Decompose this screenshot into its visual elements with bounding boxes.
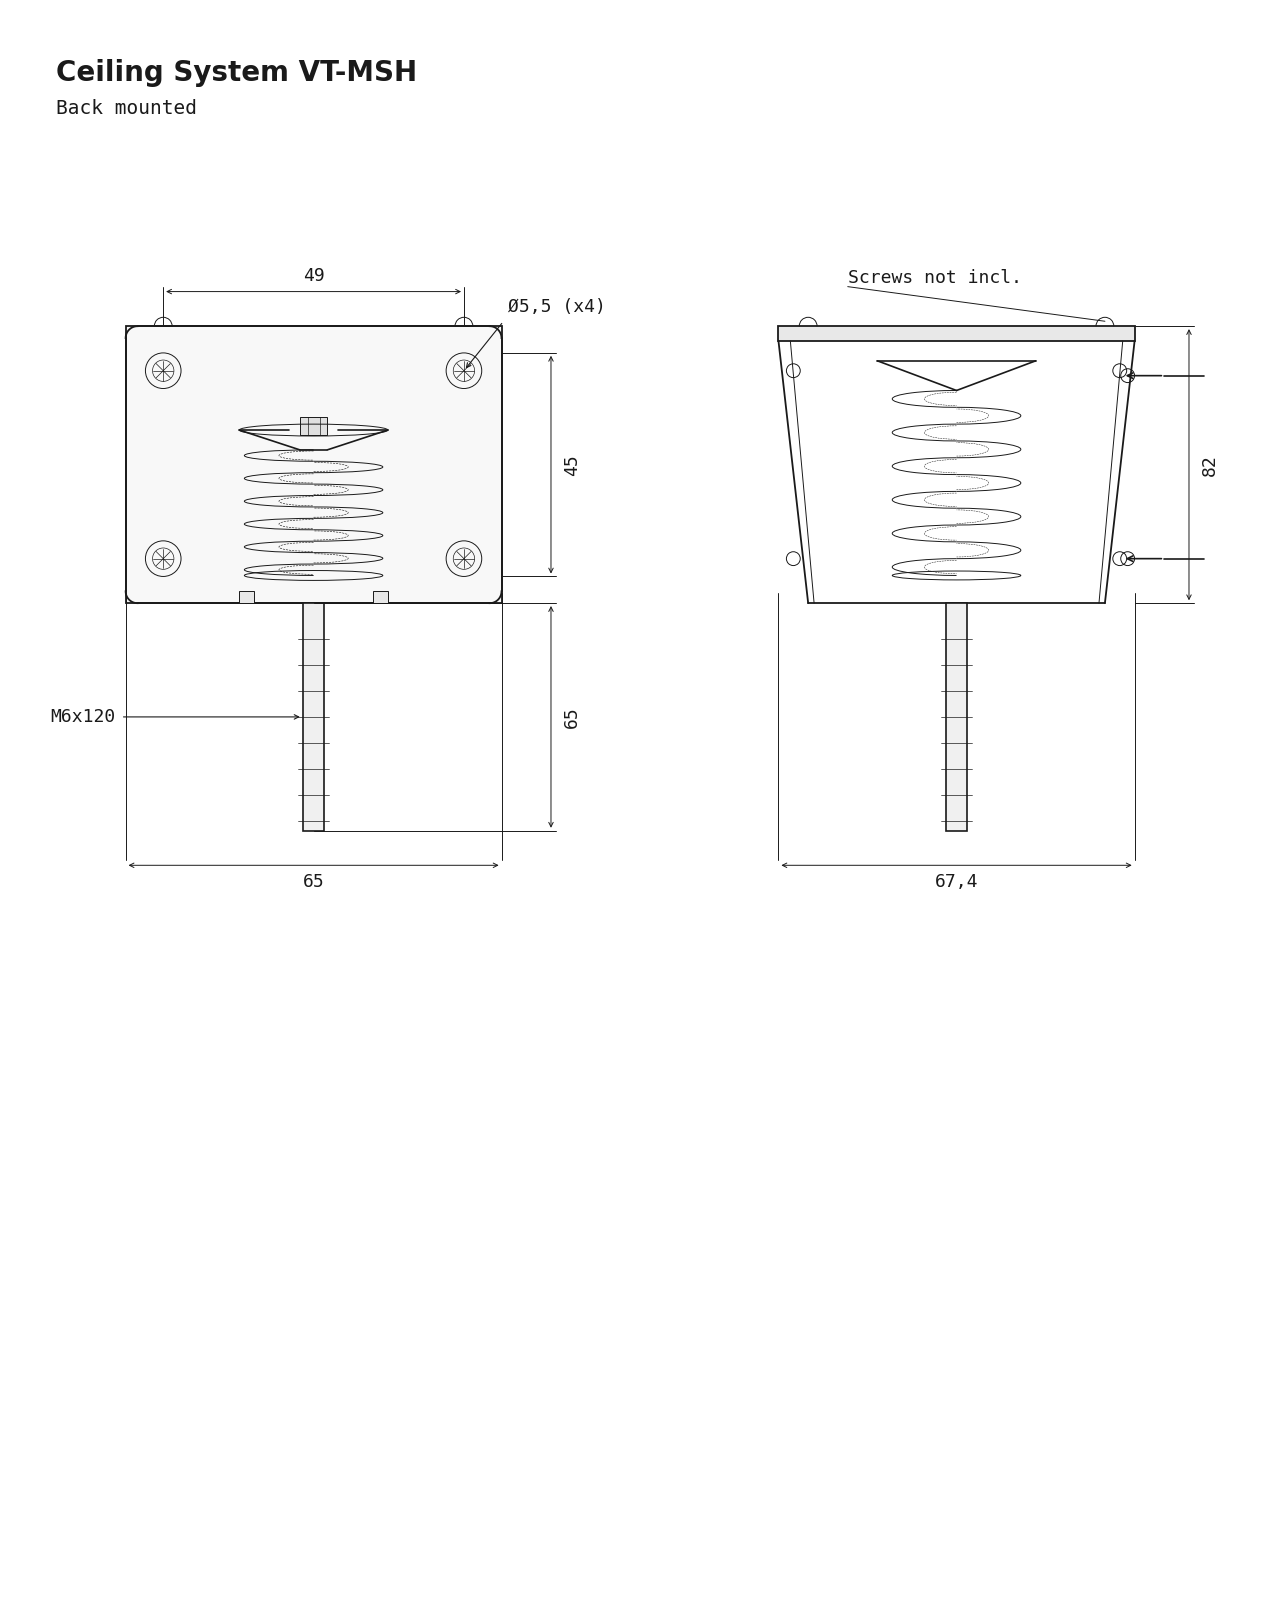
Text: 49: 49: [302, 267, 324, 285]
Bar: [302, 604, 324, 831]
Text: Screws not incl.: Screws not incl.: [848, 269, 1022, 287]
Bar: [240, 591, 254, 604]
Bar: [373, 591, 388, 604]
Text: Ø5,5 (x4): Ø5,5 (x4): [509, 298, 606, 317]
Bar: [945, 604, 967, 831]
Text: Ceiling System VT-MSH: Ceiling System VT-MSH: [56, 59, 418, 86]
Bar: [779, 327, 1135, 341]
Bar: [126, 327, 502, 604]
Text: 67,4: 67,4: [935, 873, 979, 892]
Bar: [300, 418, 328, 435]
Text: 82: 82: [1200, 453, 1218, 475]
Text: 65: 65: [302, 873, 324, 892]
Text: M6x120: M6x120: [50, 708, 115, 725]
Text: 45: 45: [562, 453, 580, 475]
Text: Back mounted: Back mounted: [56, 99, 197, 118]
Text: 65: 65: [562, 706, 580, 728]
